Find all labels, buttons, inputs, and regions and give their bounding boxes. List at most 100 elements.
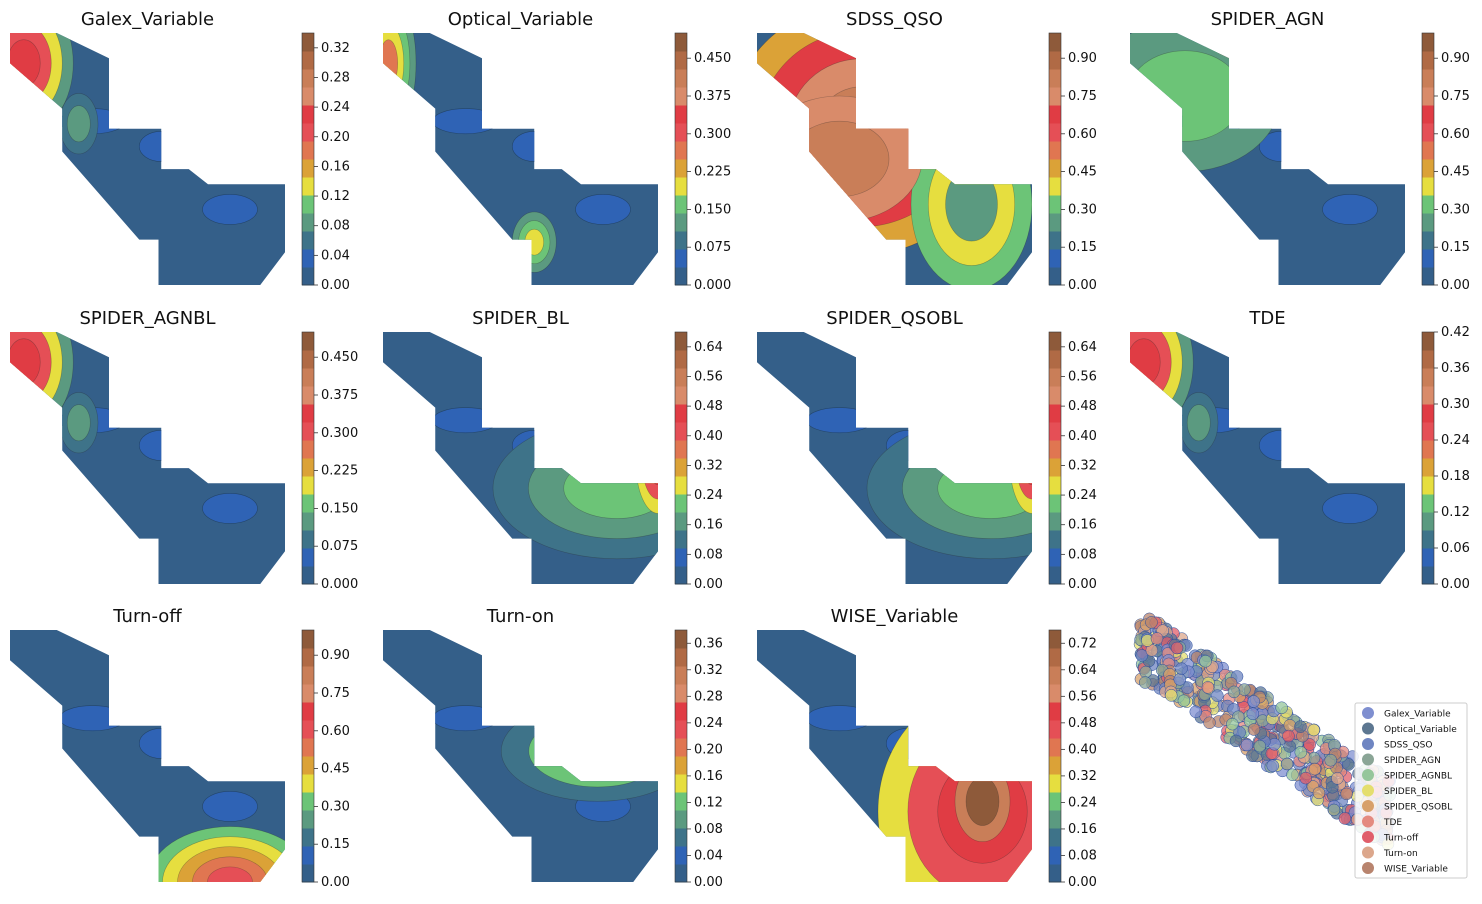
- colorbar-band: [675, 512, 687, 531]
- colorbar-band: [302, 684, 314, 703]
- colorbar-tick-label: 0.36: [694, 636, 723, 651]
- contour-map: [757, 630, 1032, 882]
- colorbar-tick-label: 0.40: [694, 429, 723, 444]
- colorbar-band: [1422, 231, 1434, 250]
- colorbar-tick-label: 0.15: [1441, 240, 1470, 255]
- colorbar-band: [1422, 51, 1434, 70]
- scatter-point: [1199, 655, 1212, 668]
- colorbar-band: [1422, 123, 1434, 142]
- colorbar-tick-label: 0.36: [1441, 361, 1470, 376]
- contour-blob: [202, 193, 258, 225]
- colorbar-band: [1422, 350, 1434, 369]
- colorbar-tick-label: 0.450: [321, 350, 358, 365]
- colorbar-band: [1049, 702, 1061, 721]
- colorbar-band: [675, 105, 687, 124]
- legend-marker: [1362, 831, 1374, 843]
- scatter-point: [1253, 739, 1267, 753]
- legend-label: Optical_Variable: [1384, 725, 1457, 735]
- colorbar-band: [302, 33, 314, 52]
- contour-level: [10, 338, 41, 387]
- colorbar-band: [302, 494, 314, 513]
- colorbar-tick-label: 0.40: [1068, 742, 1097, 757]
- contour-blob: [432, 705, 499, 732]
- colorbar-band: [302, 69, 314, 88]
- colorbar-band: [675, 213, 687, 232]
- contour-level: [1232, 36, 1276, 70]
- colorbar-band: [302, 249, 314, 268]
- panel-tde: TDE 0.00 0.06 0.12 0.18 0.24 0.30 0.36 0.42: [1130, 308, 1470, 592]
- scatter-point: [1229, 734, 1243, 748]
- colorbar-tick-label: 0.00: [694, 875, 723, 890]
- scatter-point: [1226, 717, 1239, 731]
- colorbar: 0.00 0.15 0.30 0.45 0.60 0.75 0.90: [1048, 32, 1097, 293]
- colorbar: 0.00 0.04 0.08 0.12 0.16 0.20 0.24 0.28 0.32 0.36: [674, 629, 723, 890]
- scatter-point: [1303, 738, 1316, 751]
- panel-title: WISE_Variable: [831, 606, 959, 627]
- colorbar-tick-label: 0.24: [694, 716, 723, 731]
- colorbar-tick-label: 0.32: [321, 41, 350, 56]
- colorbar-band: [1049, 195, 1061, 214]
- panel-sdss-qso: SDSS_QSO 0.00 0.15 0.30 0.45 0.60 0.75 0.90: [757, 9, 1097, 293]
- colorbar-band: [675, 231, 687, 250]
- colorbar-band: [302, 231, 314, 250]
- scatter-point: [1312, 786, 1326, 800]
- colorbar-band: [1049, 422, 1061, 441]
- colorbar-band: [1049, 105, 1061, 124]
- colorbar-tick-label: 0.12: [321, 189, 350, 204]
- contour-level: [610, 730, 658, 782]
- colorbar-band: [1049, 476, 1061, 495]
- colorbar-band: [1422, 458, 1434, 477]
- colorbar-tick-label: 0.08: [321, 219, 350, 234]
- colorbar-band: [1049, 87, 1061, 106]
- contour-level: [1130, 50, 1244, 142]
- colorbar-band: [1422, 440, 1434, 459]
- colorbar-band: [1422, 494, 1434, 513]
- colorbar-band: [1422, 249, 1434, 268]
- scatter-point: [1175, 662, 1188, 675]
- colorbar-tick-label: 0.40: [1068, 429, 1097, 444]
- colorbar-band: [302, 846, 314, 865]
- colorbar-tick-label: 0.00: [321, 278, 350, 293]
- panel-optical-variable: Optical_Variable 0.000 0.075 0.150 0.225 0.30…: [383, 9, 731, 293]
- colorbar-band: [675, 177, 687, 196]
- colorbar-band: [675, 702, 687, 721]
- colorbar-tick-label: 0.16: [694, 518, 723, 533]
- contour-level: [1186, 404, 1211, 442]
- colorbar-tick-label: 0.00: [1068, 577, 1097, 592]
- colorbar-tick-label: 0.06: [1441, 541, 1470, 556]
- contour-blob: [138, 130, 184, 162]
- colorbar-band: [1422, 267, 1434, 286]
- legend-marker: [1362, 862, 1374, 874]
- colorbar-tick-label: 0.48: [1068, 716, 1097, 731]
- colorbar-band: [302, 774, 314, 793]
- panel-title: TDE: [1248, 308, 1285, 329]
- colorbar-band: [302, 792, 314, 811]
- legend-label: WISE_Variable: [1384, 865, 1448, 875]
- panel-title: SPIDER_AGNBL: [79, 308, 215, 329]
- colorbar-band: [1049, 774, 1061, 793]
- colorbar-tick-label: 0.75: [1441, 89, 1470, 104]
- colorbar-band: [675, 159, 687, 178]
- colorbar-band: [1049, 440, 1061, 459]
- colorbar-band: [1049, 630, 1061, 649]
- colorbar-band: [1422, 105, 1434, 124]
- colorbar-band: [1049, 404, 1061, 423]
- panel-turn-off: Turn-off 0.00 0.15 0.30 0.45 0.60 0.75 0.90: [10, 606, 350, 890]
- colorbar-tick-label: 0.32: [694, 663, 723, 678]
- colorbar-tick-label: 0.225: [321, 464, 358, 479]
- colorbar-tick-label: 0.45: [1068, 165, 1097, 180]
- colorbar: 0.00 0.15 0.30 0.45 0.60 0.75 0.90: [301, 629, 350, 890]
- colorbar-band: [302, 368, 314, 387]
- scatter-point: [1294, 720, 1307, 733]
- colorbar-band: [675, 738, 687, 757]
- colorbar-band: [302, 123, 314, 142]
- colorbar-band: [1049, 123, 1061, 142]
- contour-level: [648, 441, 658, 485]
- contour-level: [207, 866, 253, 882]
- scatter-point: [1282, 729, 1295, 743]
- colorbar-band: [302, 141, 314, 160]
- colorbar-band: [1049, 720, 1061, 739]
- colorbar-tick-label: 0.75: [1068, 89, 1097, 104]
- colorbar-band: [1049, 494, 1061, 513]
- colorbar-tick-label: 0.30: [321, 799, 350, 814]
